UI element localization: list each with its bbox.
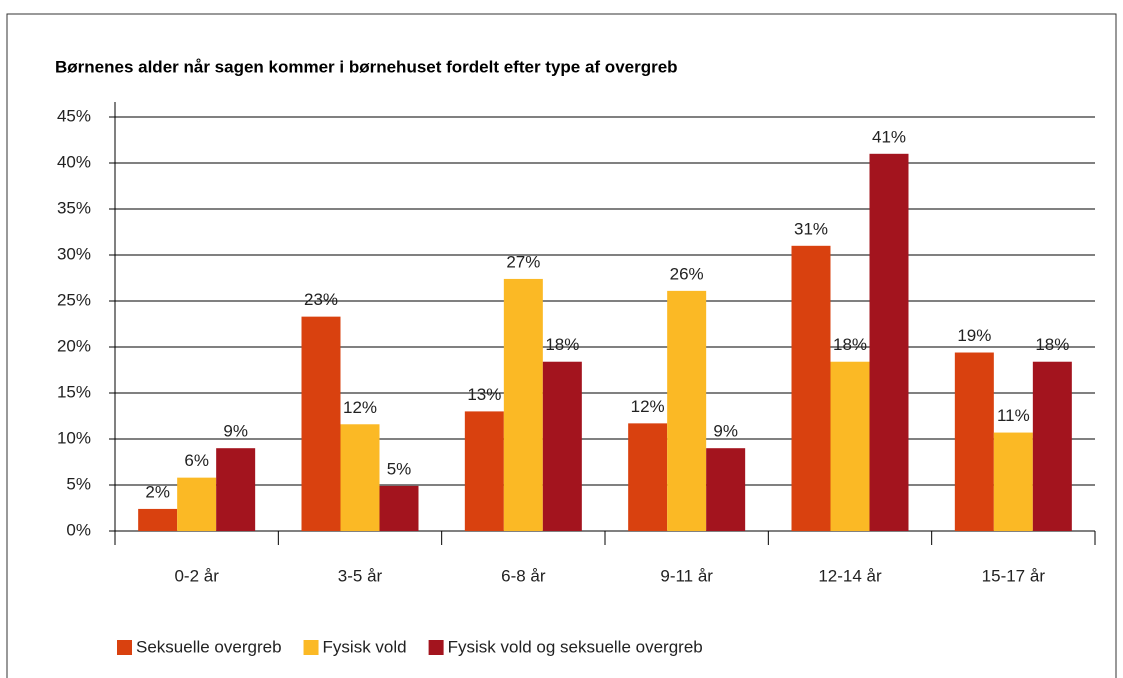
x-tick-label: 3-5 år [338,566,383,585]
legend-swatch [303,640,319,655]
bar [830,361,870,531]
bar [216,448,256,531]
bar [993,432,1033,531]
y-tick-label: 20% [57,336,91,355]
data-label: 18% [1035,335,1069,354]
frame [6,13,1117,678]
bar [954,352,994,531]
bar [542,361,582,531]
y-tick-label: 5% [66,474,91,493]
bar [791,245,831,532]
chart-title: Børnenes alder når sagen kommer i børneh… [55,57,678,76]
bar [464,411,504,531]
data-label: 18% [545,335,579,354]
data-label: 6% [184,451,209,470]
data-label: 5% [387,459,412,478]
data-label: 12% [631,397,665,416]
data-label: 19% [957,326,991,345]
y-tick-label: 0% [66,520,91,539]
y-tick-label: 35% [57,198,91,217]
data-label: 11% [997,406,1030,425]
y-tick-label: 40% [57,152,91,171]
x-tick-label: 0-2 år [174,566,219,585]
bar [503,278,543,531]
data-label: 27% [506,252,540,271]
bar [869,153,909,532]
x-tick-label: 9-11 år [660,566,713,585]
y-tick-label: 45% [57,106,91,125]
data-label: 41% [872,127,906,146]
x-tick-label: 15-17 år [982,566,1046,585]
data-label: 31% [794,219,828,238]
data-label: 13% [467,385,501,404]
data-label: 2% [145,482,170,501]
data-label: 26% [670,264,704,283]
y-tick-label: 10% [57,428,91,447]
legend-label: Seksuelle overgreb [136,637,282,656]
legend-swatch [117,640,132,655]
data-label: 9% [223,422,248,441]
legend-swatch [428,640,444,655]
data-label: 23% [304,290,338,309]
bar [667,290,707,531]
data-label: 18% [833,335,867,354]
y-tick-label: 30% [57,244,91,263]
bar [1032,361,1072,531]
bar [177,477,217,531]
y-tick-label: 15% [57,382,91,401]
bar [706,448,746,531]
bar [138,508,178,531]
bar [301,316,341,531]
x-tick-label: 6-8 år [501,566,546,585]
legend-label: Fysisk vold [323,637,407,656]
legend-label: Fysisk vold og seksuelle overgreb [448,637,703,656]
bar [340,424,380,531]
y-tick-label: 25% [57,290,91,309]
data-label: 12% [343,398,377,417]
bar [379,485,419,531]
x-tick-label: 12-14 år [818,566,882,585]
bar [628,423,668,531]
data-label: 9% [713,422,738,441]
